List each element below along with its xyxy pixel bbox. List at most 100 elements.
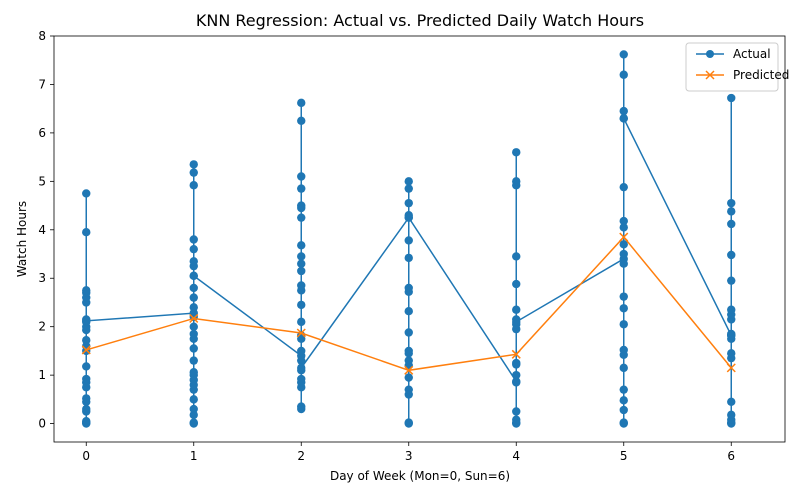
x-tick-label-3: 3: [405, 449, 413, 463]
actual-point-29: [189, 404, 198, 414]
actual-point-161: [727, 198, 736, 208]
x-tick-label-1: 1: [190, 449, 198, 463]
actual-point-27: [189, 418, 198, 427]
actual-point-140: [619, 106, 628, 116]
actual-point-143: [619, 114, 628, 123]
y-tick-label-0: 0: [38, 417, 46, 431]
actual-point-65: [297, 317, 306, 327]
actual-point-62: [297, 346, 306, 356]
actual-point-158: [727, 250, 736, 260]
actual-point-30: [189, 395, 198, 404]
series-predicted: [81, 232, 736, 375]
actual-point-4: [82, 404, 91, 414]
actual-point-130: [619, 320, 628, 329]
actual-point-108: [512, 370, 521, 380]
actual-point-100: [404, 177, 413, 186]
actual-point-95: [404, 253, 413, 263]
actual-point-53: [189, 271, 198, 281]
actual-point-6: [82, 394, 91, 403]
actual-point-52: [189, 160, 198, 169]
actual-point-96: [404, 236, 413, 245]
y-axis: 0 1 2 3 4 5 6 7 8: [38, 29, 54, 431]
predicted-point-6: [726, 363, 736, 373]
predicted-point-2: [296, 328, 306, 338]
actual-point-47: [189, 257, 198, 266]
series-layer: [81, 50, 736, 428]
actual-point-88: [404, 356, 413, 365]
actual-point-91: [404, 328, 413, 337]
x-tick-label-5: 5: [620, 449, 628, 463]
actual-point-105: [512, 415, 521, 424]
y-tick-label-2: 2: [38, 320, 46, 334]
series-actual: [82, 50, 736, 428]
actual-point-136: [619, 223, 628, 232]
actual-point-86: [404, 373, 413, 382]
y-tick-label-1: 1: [38, 368, 46, 382]
actual-point-118: [512, 177, 521, 186]
actual-point-125: [619, 396, 628, 405]
actual-point-83: [404, 418, 413, 427]
actual-point-9: [82, 374, 91, 384]
actual-point-160: [727, 207, 736, 216]
actual-point-70: [297, 259, 306, 268]
actual-point-77: [297, 172, 306, 181]
actual-point-92: [404, 306, 413, 316]
actual-point-48: [189, 244, 198, 254]
y-tick-label-8: 8: [38, 29, 46, 43]
actual-point-107: [512, 378, 521, 387]
actual-point-42: [189, 303, 198, 312]
actual-point-142: [619, 50, 628, 59]
actual-point-149: [727, 397, 736, 406]
actual-point-35: [189, 368, 198, 377]
legend: Actual Predicted: [685, 42, 789, 92]
actual-point-73: [297, 213, 306, 222]
x-tick-label-2: 2: [297, 449, 305, 463]
actual-point-10: [82, 362, 91, 371]
actual-point-106: [512, 407, 521, 416]
y-tick-label-4: 4: [38, 223, 46, 237]
actual-point-36: [189, 356, 198, 365]
actual-point-37: [189, 344, 198, 353]
actual-point-68: [297, 281, 306, 290]
actual-point-110: [512, 358, 521, 368]
actual-point-78: [297, 116, 306, 125]
actual-point-127: [619, 363, 628, 373]
actual-point-162: [727, 93, 736, 103]
plot-area: [54, 36, 785, 442]
actual-point-138: [619, 182, 628, 192]
actual-point-39: [189, 329, 198, 339]
x-axis-label: Day of Week (Mon=0, Sun=6): [330, 469, 510, 483]
actual-point-75: [297, 201, 306, 210]
actual-point-157: [727, 276, 736, 285]
actual-point-56: [297, 402, 306, 411]
actual-point-116: [512, 252, 521, 261]
actual-point-115: [512, 279, 521, 289]
actual-point-40: [189, 322, 198, 331]
actual-point-124: [619, 405, 628, 415]
predicted-point-0: [81, 345, 91, 355]
actual-point-85: [404, 385, 413, 394]
actual-point-156: [727, 305, 736, 314]
x-axis: 0 1 2 3 4 5 6: [82, 442, 735, 463]
x-tick-label-6: 6: [727, 449, 735, 463]
legend-predicted-marker: [705, 70, 715, 80]
actual-point-98: [404, 198, 413, 208]
actual-point-28: [189, 410, 198, 420]
predicted-point-1: [189, 313, 199, 323]
actual-point-126: [619, 385, 628, 394]
actual-point-148: [727, 410, 736, 420]
actual-point-69: [297, 266, 306, 276]
actual-point-71: [297, 252, 306, 261]
actual-point-99: [404, 184, 413, 193]
y-axis-label: Watch Hours: [15, 201, 29, 277]
actual-point-94: [404, 283, 413, 293]
x-tick-label-0: 0: [82, 449, 90, 463]
actual-point-49: [189, 235, 198, 244]
plot-frame: [53, 35, 786, 443]
actual-point-141: [619, 70, 628, 79]
actual-point-51: [189, 168, 198, 177]
actual-point-101: [404, 213, 413, 222]
actual-point-151: [727, 349, 736, 358]
predicted-point-5: [619, 232, 629, 242]
actual-point-23: [82, 189, 91, 198]
